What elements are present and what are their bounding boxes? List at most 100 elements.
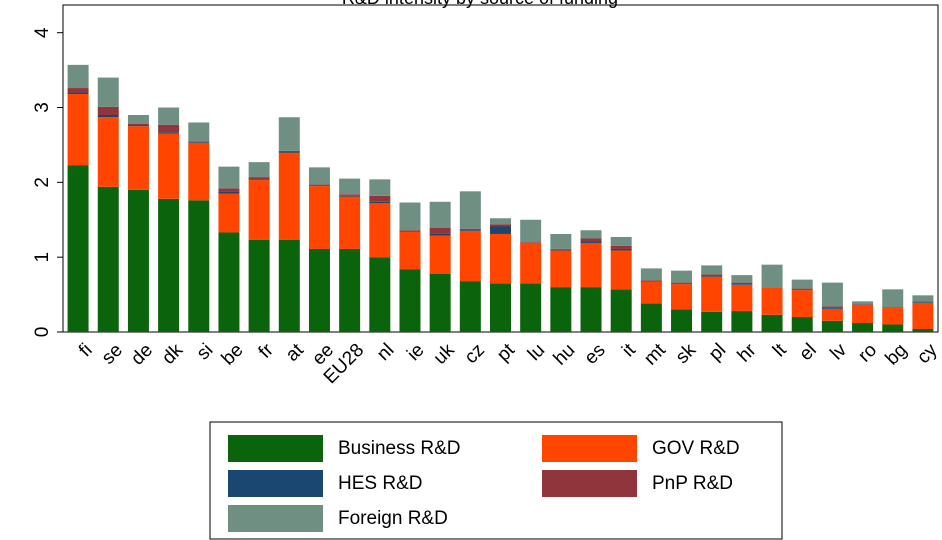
bar-segment [852, 304, 874, 306]
x-tick-label: at [282, 339, 309, 366]
x-tick-label: cz [461, 340, 489, 368]
y-tick-label: 4 [32, 27, 53, 38]
bar-segment [218, 232, 240, 332]
bar-segment [369, 195, 391, 202]
bar-segment [339, 248, 361, 332]
bar-segment [580, 241, 602, 243]
bar-segment [821, 308, 843, 321]
bar-segment [429, 235, 451, 274]
legend-label: PnP R&D [652, 473, 733, 494]
bar-segment [459, 281, 481, 332]
x-tick-label: pl [705, 340, 730, 365]
x-tick-label: fi [75, 340, 97, 362]
bar-segment [67, 64, 89, 89]
bar-segment [248, 239, 270, 332]
bar-segment [731, 275, 753, 283]
bar-segment [339, 194, 361, 196]
bar-segment [791, 290, 813, 318]
x-tick-label: lu [524, 340, 549, 365]
x-tick-label: mt [640, 339, 670, 369]
bar-segment [821, 307, 843, 309]
bar-segment [882, 324, 904, 332]
bar-segment [580, 287, 602, 332]
bar-segment [550, 287, 572, 332]
bar-segment [278, 153, 300, 240]
bar-segment [339, 195, 361, 197]
bar-segment [912, 301, 934, 303]
bar-segment [188, 141, 210, 142]
bar-segment [67, 92, 89, 95]
bar-segment [791, 279, 813, 289]
bar-segment [429, 227, 451, 234]
bar-segment [97, 117, 119, 187]
bar-segment [731, 282, 753, 285]
bar-segment [248, 162, 270, 178]
bar-segment [791, 288, 813, 290]
bar-segment [912, 329, 934, 332]
bar-segment [791, 289, 813, 291]
y-tick-label: 0 [32, 327, 53, 338]
bar-segment [610, 245, 632, 249]
bar-segment [308, 167, 330, 185]
bar-segment [490, 233, 511, 284]
bar-segment [97, 114, 119, 118]
bar-segment [399, 231, 421, 270]
bar-segment [640, 281, 662, 304]
bar-segment [459, 228, 481, 231]
bar-segment [459, 230, 481, 282]
bar-segment [640, 281, 662, 282]
bar-segment [369, 257, 391, 332]
x-tick-label: ro [854, 340, 881, 367]
bar-segment [550, 250, 572, 288]
bar-segment [520, 219, 542, 243]
legend-label: Business R&D [338, 438, 461, 459]
bar-segment [610, 236, 632, 246]
bar-segment [399, 269, 421, 332]
bar-segment [158, 133, 180, 199]
bar-segment [580, 238, 602, 242]
bar-segment [459, 230, 481, 231]
bar-segment [369, 201, 391, 204]
bar-segment [882, 308, 904, 325]
x-tick-label: cy [913, 339, 942, 368]
bar-segment [912, 302, 934, 330]
bar-segment [127, 123, 149, 126]
bar-segment [701, 265, 723, 275]
bar-segment [731, 311, 753, 332]
bar-segment [429, 273, 451, 332]
bar-segment [188, 200, 210, 332]
bar-segment [852, 301, 874, 305]
x-tick-label: bg [882, 340, 912, 370]
x-tick-label: dk [158, 339, 187, 368]
bar-segment [731, 284, 753, 312]
x-tick-label: pt [493, 339, 520, 366]
x-tick-label: be [218, 340, 248, 370]
bar-segment [248, 180, 270, 240]
bar-segment [158, 107, 180, 125]
bar-segment [791, 317, 813, 332]
bar-segment [218, 188, 240, 192]
bar-segment [550, 249, 572, 251]
bar-segment [369, 179, 391, 196]
bar-segment [761, 264, 783, 288]
bar-segment [490, 226, 511, 234]
x-tick-label: ie [403, 340, 428, 365]
bar-segment [520, 242, 542, 284]
bar-segment [882, 289, 904, 308]
bar-segment [97, 106, 119, 115]
bar-segment [821, 306, 843, 308]
bar-segment [640, 268, 662, 281]
x-tick-label: de [127, 340, 157, 370]
bar-segment [701, 275, 723, 277]
legend-swatch [542, 435, 637, 462]
bar-segment [429, 201, 451, 228]
x-tick-label: el [795, 340, 820, 365]
bar-segment [127, 189, 149, 332]
bar-segment [701, 276, 723, 312]
x-tick-label: si [193, 340, 218, 365]
bar-segment [127, 126, 149, 190]
x-tick-label: nl [373, 340, 398, 365]
bar-segment [490, 224, 511, 227]
bar-segment [701, 311, 723, 332]
